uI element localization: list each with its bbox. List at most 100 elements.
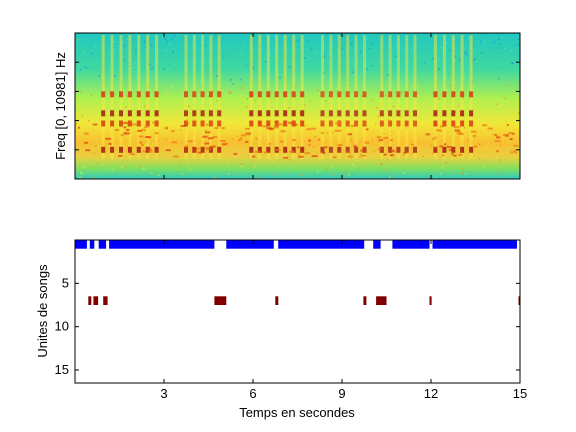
spectrogram-peak (200, 120, 205, 127)
spectrogram-lowband (129, 153, 135, 156)
spectrogram-lowband (293, 123, 298, 126)
spectrogram-peak (127, 91, 132, 98)
spectrogram-speckle (432, 105, 434, 108)
spectrogram-speckle (479, 68, 481, 71)
spectrogram-peak (217, 110, 222, 117)
spectrogram-speckle (269, 157, 271, 160)
spectrogram-lowband (454, 129, 460, 132)
spectrogram-peak (451, 110, 456, 117)
spectrogram-speckle (404, 104, 407, 106)
spectrogram-lowband (212, 136, 218, 138)
spectrogram-speckle (383, 132, 385, 134)
spectrogram-lowband (77, 126, 80, 129)
spectrogram-speckle (350, 138, 352, 140)
spectrogram-speckle (226, 142, 228, 145)
spectrogram-speckle (347, 65, 350, 68)
spectrogram-speckle (81, 173, 83, 175)
spectrogram-speckle (459, 125, 461, 128)
spectrogram-peak (320, 146, 325, 153)
spectrogram-speckle (430, 144, 433, 146)
spectrogram-peak (266, 91, 271, 98)
spectrogram-speckle (163, 68, 165, 70)
spectrogram-speckle (356, 54, 358, 56)
spectrogram-lowband (391, 150, 396, 153)
spectrogram-speckle (229, 91, 232, 93)
spectrogram-speckle (229, 92, 232, 94)
spectrogram-speckle (513, 120, 516, 122)
spectrogram-lowband (411, 143, 414, 146)
spectrogram-speckle (410, 147, 412, 150)
spectrogram-lowband (496, 136, 501, 139)
spectrogram-lowband (154, 132, 159, 135)
spectrogram-speckle (509, 77, 511, 80)
spectrogram-speckle (479, 158, 481, 160)
spectrogram-lowband (220, 140, 226, 142)
spectrogram-ylabel: Freq [0, 10981] Hz (53, 52, 68, 160)
spectrogram-speckle (497, 172, 499, 174)
spectrogram-speckle (411, 152, 414, 155)
spectrogram-speckle (361, 74, 363, 76)
spectrogram-speckle (458, 59, 461, 61)
spectrogram-speckle (143, 40, 146, 43)
spectrogram-speckle (150, 44, 153, 46)
spectrogram-speckle (297, 153, 300, 155)
spectrogram-peak (396, 110, 401, 117)
spectrogram-lowband (506, 123, 509, 126)
spectrogram-lowband (514, 151, 517, 154)
spectrogram-speckle (109, 71, 111, 73)
spectrogram-speckle (98, 74, 100, 77)
spectrogram-speckle (90, 94, 93, 96)
spectrogram-speckle (504, 97, 507, 99)
spectrogram-speckle (436, 132, 438, 135)
spectrogram-speckle (177, 33, 179, 36)
spectrogram-lowband (268, 143, 271, 145)
spectrogram-marks (75, 33, 520, 179)
spectrogram-speckle (188, 122, 190, 125)
spectrogram-peak (249, 110, 254, 117)
spectrogram-lowband (310, 127, 316, 130)
units-ytick-label: 15 (55, 362, 69, 377)
spectrogram-lowband (173, 155, 179, 158)
spectrogram-speckle (144, 168, 147, 171)
spectrogram-lowband (138, 135, 144, 138)
spectrogram-peak (266, 110, 271, 117)
spectrogram-lowband (436, 129, 441, 132)
spectrogram-lowband (347, 133, 353, 136)
spectrogram-peak (119, 120, 123, 127)
spectrogram-speckle (252, 67, 254, 69)
spectrogram-peak (192, 120, 197, 127)
spectrogram-speckle (265, 76, 268, 78)
spectrogram-speckle (157, 174, 160, 176)
spectrogram-speckle (492, 116, 494, 118)
spectrogram-speckle (326, 33, 328, 35)
spectrogram-peak (101, 91, 106, 98)
spectrogram-peak (345, 110, 350, 117)
spectrogram-speckle (85, 159, 87, 161)
spectrogram-speckle (182, 90, 184, 93)
spectrogram-speckle (454, 55, 457, 58)
spectrogram-lowband (360, 149, 366, 152)
spectrogram-lowband (353, 145, 357, 148)
spectrogram-speckle (305, 93, 307, 96)
spectrogram-speckle (323, 56, 326, 58)
spectrogram-peak (433, 146, 438, 153)
spectrogram-speckle (96, 140, 98, 142)
spectrogram-speckle (352, 164, 354, 166)
spectrogram-speckle (437, 59, 439, 62)
spectrogram-speckle (177, 150, 179, 153)
spectrogram-lowband (141, 128, 146, 131)
spectrogram-peak (266, 120, 271, 127)
spectrogram-lowband (473, 145, 478, 148)
spectrogram-lowband (510, 151, 513, 154)
spectrogram-speckle (483, 41, 485, 43)
spectrogram-peak (337, 91, 342, 98)
spectrogram-speckle (326, 135, 329, 137)
spectrogram-peak (145, 91, 150, 98)
spectrogram-speckle (385, 155, 387, 158)
spectrogram-speckle (425, 116, 427, 118)
spectrogram-lowband (245, 132, 251, 135)
spectrogram-speckle (517, 44, 519, 46)
spectrogram-peak (110, 146, 115, 153)
spectrogram-speckle (405, 126, 407, 129)
spectrogram-speckle (239, 79, 241, 81)
